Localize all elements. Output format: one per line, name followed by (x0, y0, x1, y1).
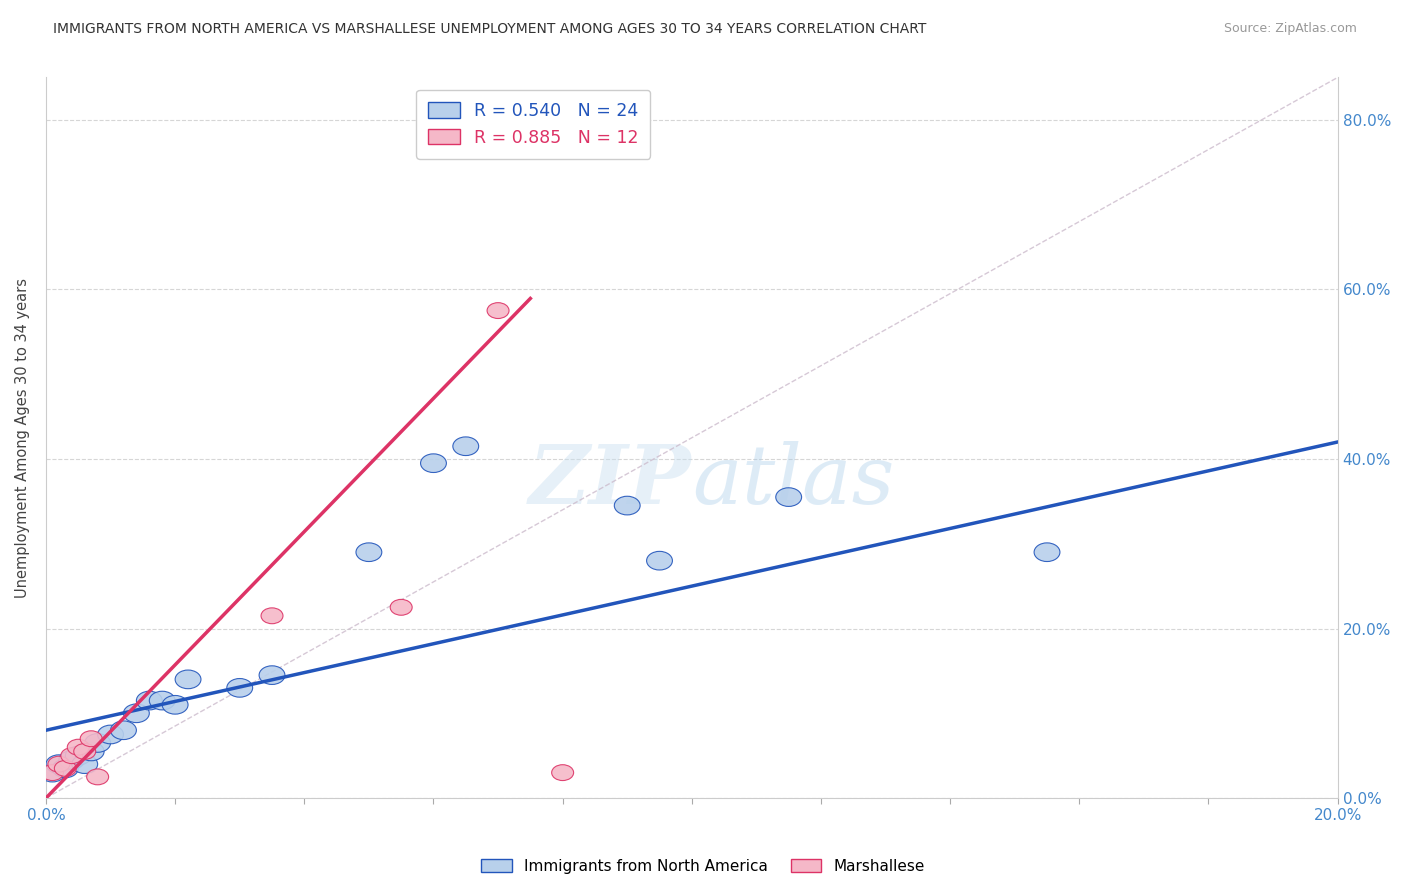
Ellipse shape (124, 704, 149, 723)
Ellipse shape (1033, 543, 1060, 562)
Ellipse shape (46, 755, 72, 773)
Ellipse shape (551, 764, 574, 780)
Ellipse shape (84, 733, 111, 752)
Ellipse shape (55, 761, 76, 776)
Ellipse shape (149, 691, 176, 710)
Ellipse shape (59, 750, 84, 769)
Text: Source: ZipAtlas.com: Source: ZipAtlas.com (1223, 22, 1357, 36)
Ellipse shape (453, 437, 478, 456)
Ellipse shape (80, 731, 103, 747)
Ellipse shape (73, 744, 96, 759)
Ellipse shape (486, 302, 509, 318)
Ellipse shape (226, 679, 253, 698)
Ellipse shape (67, 739, 89, 756)
Ellipse shape (259, 665, 285, 684)
Ellipse shape (262, 607, 283, 624)
Ellipse shape (776, 488, 801, 507)
Ellipse shape (52, 759, 79, 778)
Ellipse shape (97, 725, 124, 744)
Ellipse shape (420, 454, 446, 473)
Ellipse shape (41, 764, 63, 780)
Ellipse shape (48, 756, 70, 772)
Ellipse shape (176, 670, 201, 689)
Ellipse shape (162, 696, 188, 714)
Ellipse shape (65, 747, 91, 765)
Legend: Immigrants from North America, Marshallese: Immigrants from North America, Marshalle… (475, 853, 931, 880)
Text: atlas: atlas (692, 441, 894, 521)
Ellipse shape (356, 543, 382, 562)
Text: ZIP: ZIP (529, 441, 692, 521)
Text: IMMIGRANTS FROM NORTH AMERICA VS MARSHALLESE UNEMPLOYMENT AMONG AGES 30 TO 34 YE: IMMIGRANTS FROM NORTH AMERICA VS MARSHAL… (53, 22, 927, 37)
Ellipse shape (647, 551, 672, 570)
Legend: R = 0.540   N = 24, R = 0.885   N = 12: R = 0.540 N = 24, R = 0.885 N = 12 (416, 90, 650, 159)
Ellipse shape (60, 747, 83, 764)
Ellipse shape (111, 721, 136, 739)
Ellipse shape (391, 599, 412, 615)
Ellipse shape (72, 755, 97, 773)
Ellipse shape (614, 496, 640, 515)
Ellipse shape (39, 764, 65, 782)
Ellipse shape (136, 691, 162, 710)
Ellipse shape (87, 769, 108, 785)
Ellipse shape (79, 742, 104, 761)
Y-axis label: Unemployment Among Ages 30 to 34 years: Unemployment Among Ages 30 to 34 years (15, 277, 30, 598)
